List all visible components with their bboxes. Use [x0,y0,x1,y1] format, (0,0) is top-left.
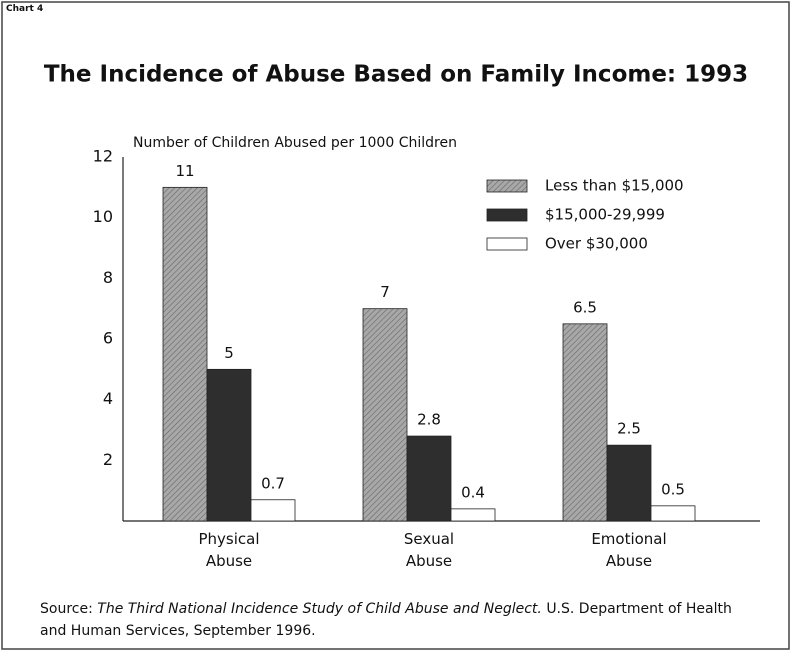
data-label: 6.5 [573,298,597,316]
y-tick-label: 4 [103,389,113,408]
bar [406,435,452,522]
data-label: 7 [380,283,390,301]
legend-label: Over $30,000 [545,235,648,253]
bar [562,323,608,522]
x-tick-label: Emotional Abuse [591,530,667,570]
legend-label: $15,000-29,999 [545,206,665,224]
data-label: 5 [224,344,234,362]
data-label: 0.4 [461,483,485,501]
y-tick-label: 8 [103,268,113,287]
legend-swatch [486,179,528,193]
x-tick-label: Sexual Abuse [403,530,455,570]
data-label: 2.8 [417,411,441,429]
bar [650,505,696,522]
data-label: 2.5 [617,420,641,438]
bar [206,368,252,522]
legend-swatch [486,208,528,222]
y-axis-label: Number of Children Abused per 1000 Child… [133,135,457,151]
data-label: 11 [175,162,194,180]
bar [450,508,496,522]
legend-label: Less than $15,000 [545,177,684,195]
legend-swatch [486,237,528,251]
source: Source: The Third National Incidence Stu… [40,598,740,642]
data-label: 0.5 [661,480,685,498]
bar [362,308,408,522]
corner-label: Chart 4 [6,4,44,14]
bar [250,499,296,522]
source-text: U.S. Department of Health and Human Serv… [40,601,732,639]
y-tick-label: 2 [103,450,113,469]
source-label: Source: [40,601,93,617]
y-tick-label: 6 [103,329,113,348]
y-tick-label: 10 [93,207,113,226]
source-title: The Third National Incidence Study of Ch… [97,601,542,617]
bar [606,444,652,522]
x-tick-label: Physical Abuse [198,530,260,570]
chart-title: The Incidence of Abuse Based on Family I… [44,62,748,88]
bar [162,186,208,522]
data-label: 0.7 [261,474,285,492]
y-tick-label: 12 [93,147,113,166]
